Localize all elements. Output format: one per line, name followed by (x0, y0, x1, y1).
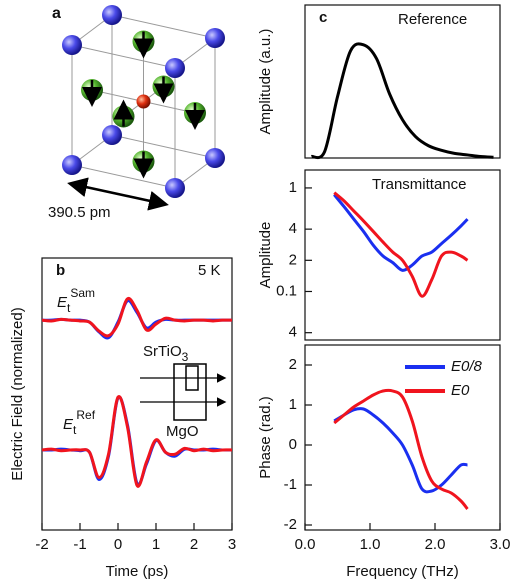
curve-label-main: E (63, 416, 74, 433)
y-axis-label: Amplitude (a.u.) (257, 29, 274, 135)
ba-atom (165, 178, 185, 198)
ti-atom (136, 94, 151, 109)
data-line (333, 407, 468, 494)
ba-atom (102, 125, 122, 145)
y-axis-label: Amplitude (257, 222, 274, 289)
curve-label-sub: t (73, 423, 77, 437)
cube-edge (111, 14, 216, 39)
x-axis-label: Frequency (THz) (346, 563, 459, 580)
inset-label-main: SrTiO (143, 343, 182, 360)
annotation: 5 K (198, 262, 221, 279)
legend-label: E0 (451, 382, 470, 399)
x-tick-label: 3 (228, 536, 236, 553)
y-tick-label: 0 (289, 436, 297, 453)
cube-edge (71, 44, 176, 69)
ba-atom (102, 5, 122, 25)
curve-label-main: E (57, 294, 68, 311)
panel-label: c (319, 9, 327, 26)
plot-frame (304, 4, 501, 159)
x-tick-label: 0.0 (295, 536, 316, 553)
dimension-arrow (67, 177, 169, 211)
x-tick-label: -1 (73, 536, 86, 553)
y-tick-label: -2 (284, 516, 297, 533)
data-line (333, 193, 469, 272)
y-tick-label: 2 (289, 251, 297, 268)
data-line (41, 395, 233, 487)
curve-label: EtRef (63, 408, 96, 437)
x-tick-label: 2.0 (425, 536, 446, 553)
y-tick-label: 2 (289, 356, 297, 373)
curve-label-sup: Sam (70, 286, 95, 300)
lattice-constant: 390.5 pm (48, 204, 111, 221)
curve-label-sub: t (67, 301, 71, 315)
panel-label: a (52, 5, 61, 22)
inset-schematic (140, 363, 227, 421)
y-axis-label: Electric Field (normalized) (9, 307, 26, 480)
cube-edge (111, 134, 216, 159)
inset-label: MgO (166, 423, 199, 440)
x-tick-label: 3.0 (490, 536, 511, 553)
inset-label: SrTiO3 (143, 343, 189, 364)
y-tick-label: 0.1 (276, 282, 297, 299)
ba-atom (62, 35, 82, 55)
y-axis-label: Phase (rad.) (257, 396, 274, 479)
plot-frame (304, 344, 501, 531)
y-tick-label: 1 (289, 396, 297, 413)
panel-title: Reference (398, 11, 467, 28)
x-tick-label: 2 (190, 536, 198, 553)
ba-atom (62, 155, 82, 175)
ba-atom (165, 58, 185, 78)
ba-atom (205, 148, 225, 168)
plot-frame (304, 169, 501, 341)
legend-label: E0/8 (451, 358, 483, 375)
cube-edge (71, 164, 176, 189)
curve-label: EtSam (57, 286, 95, 315)
data-line (311, 42, 494, 160)
curve-label-sup: Ref (76, 408, 95, 422)
y-tick-label: -1 (284, 476, 297, 493)
data-line (333, 388, 469, 510)
data-line (333, 191, 469, 298)
y-tick-label: 1 (289, 179, 297, 196)
ba-atom (205, 28, 225, 48)
data-line (41, 394, 233, 488)
panel-label: b (56, 262, 65, 279)
x-tick-label: 1.0 (360, 536, 381, 553)
x-axis-label: Time (ps) (106, 563, 169, 580)
x-tick-label: -2 (35, 536, 48, 553)
crystal-diagram (62, 5, 225, 198)
plot-frame (41, 257, 233, 531)
y-tick-label: 4 (289, 220, 297, 237)
x-tick-label: 1 (152, 536, 160, 553)
y-tick-label: 4 (289, 324, 297, 341)
data-line (41, 296, 233, 338)
panel-title: Transmittance (372, 176, 466, 193)
inset-label-sub: 3 (182, 350, 189, 364)
x-tick-label: 0 (114, 536, 122, 553)
